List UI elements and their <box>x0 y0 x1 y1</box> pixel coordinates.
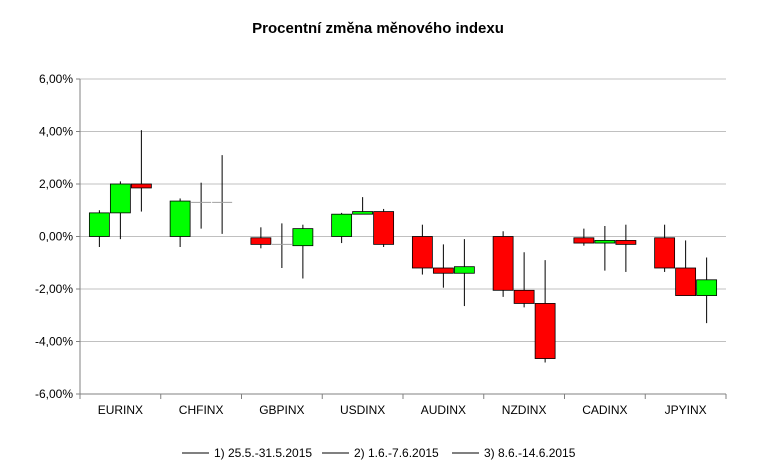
y-tick-label: 0,00% <box>39 230 73 244</box>
candle-body <box>432 267 454 274</box>
y-tick-label: 4,00% <box>39 125 73 139</box>
x-tick-label: USDINX <box>340 403 385 417</box>
x-tick-label: CADINX <box>582 403 627 417</box>
candle-body <box>594 240 616 244</box>
y-tick-label: -2,00% <box>35 282 73 296</box>
candle-body <box>373 211 395 245</box>
candle-body <box>352 211 374 215</box>
legend: 1) 25.5.-31.5.2015 2) 1.6.-7.6.2015 3) 8.6… <box>182 446 576 460</box>
candle-body <box>411 236 433 269</box>
candle-layer <box>88 130 718 363</box>
x-tick-label: JPYINX <box>665 403 707 417</box>
x-tick-label: AUDINX <box>421 403 466 417</box>
candle-body <box>88 212 110 237</box>
candle-body <box>573 237 595 244</box>
candle-body <box>615 240 637 245</box>
candle-body <box>250 237 272 245</box>
y-tick-label: -4,00% <box>35 335 73 349</box>
candle-body <box>696 279 718 296</box>
candle-body <box>513 289 535 304</box>
candle-body <box>675 267 697 296</box>
candle-body <box>492 236 514 291</box>
candle-body <box>534 303 556 359</box>
legend-label: 3) 8.6.-14.6.2015 <box>484 446 576 460</box>
axis-layer: -6,00% -4,00% -2,00% 0,00% 2,00% 4,00% 6,00% EU… <box>35 72 727 417</box>
y-tick-label: 2,00% <box>39 177 73 191</box>
x-tick-label: NZDINX <box>502 403 547 417</box>
legend-label: 2) 1.6.-7.6.2015 <box>354 446 439 460</box>
x-tick-label: GBPINX <box>259 403 304 417</box>
legend-label: 1) 25.5.-31.5.2015 <box>214 446 312 460</box>
candle-body <box>292 228 314 247</box>
candle-body <box>331 213 353 237</box>
candle-body <box>654 237 676 269</box>
candle-body <box>453 266 475 274</box>
x-tick-label: CHFINX <box>179 403 224 417</box>
x-tick-label: EURINX <box>98 403 143 417</box>
y-tick-label: 6,00% <box>39 72 73 86</box>
chart-title: Procentní změna měnového indexu <box>252 20 504 37</box>
y-tick-label: -6,00% <box>35 387 73 401</box>
candle-body <box>130 183 152 189</box>
candle-body <box>169 200 191 237</box>
candle-body <box>109 183 131 214</box>
